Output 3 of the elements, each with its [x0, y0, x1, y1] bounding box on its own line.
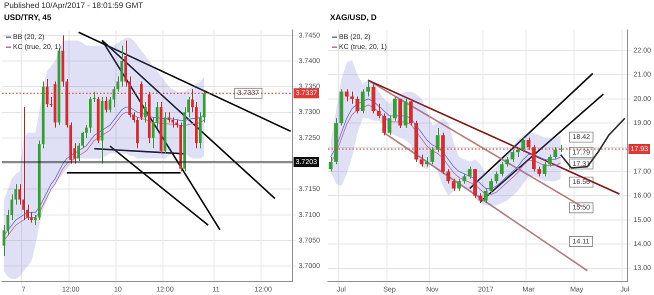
chart-title: USD/TRY, 45 [3, 12, 52, 23]
text: Published 10/Apr/2017 - 18:01:59 GMT [4, 1, 144, 10]
chart-title: XAG/USD, D [329, 12, 378, 23]
